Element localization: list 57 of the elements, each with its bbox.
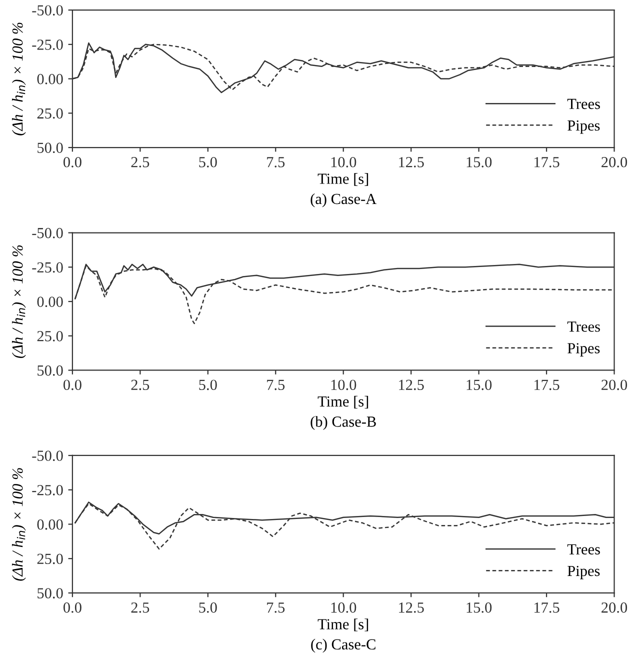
x-tick-label: 17.5 <box>534 157 560 168</box>
y-tick-label: 50.0 <box>38 142 63 154</box>
legend-label: Pipes <box>568 343 600 356</box>
y-tick-label: -50.0 <box>32 228 63 238</box>
x-tick-label: 17.5 <box>534 380 560 390</box>
legend-label: Pipes <box>568 120 600 134</box>
legend-label: Trees <box>567 544 600 555</box>
y-tick-label: -50.0 <box>32 450 63 461</box>
x-tick-label: 15.0 <box>466 380 492 390</box>
x-tick-label: 20.0 <box>602 380 628 390</box>
text: (c) Case-C <box>311 638 376 653</box>
x-tick-label: 10.0 <box>331 602 356 613</box>
x-tick-label: 5.0 <box>199 602 217 613</box>
y-tick-label: -25.0 <box>32 262 63 273</box>
y-axis-title: (Δh / h$_{in}$) × 100 % <box>12 468 26 581</box>
y-axis-title: (Δh / h$_{in}$) × 100 % <box>12 245 26 358</box>
legend-label: Trees <box>567 98 600 110</box>
x-tick-label: 12.5 <box>399 380 424 390</box>
x-tick-label: 0.0 <box>63 380 82 390</box>
x-tick-label: 15.0 <box>466 602 492 613</box>
x-tick-label: 10.0 <box>331 156 356 168</box>
legend-label: Pipes <box>568 566 600 580</box>
x-tick-label: 12.5 <box>399 602 424 613</box>
y-tick-label: 25.0 <box>37 554 63 564</box>
y-axis-title: (Δh / h$_{in}$) × 100 % <box>12 22 26 136</box>
y-tick-label: -50.0 <box>32 5 63 16</box>
y-tick-label: 0.00 <box>37 74 63 84</box>
x-tick-label: 7.5 <box>267 380 285 390</box>
x-tick-label: 0.0 <box>63 156 82 168</box>
x-tick-label: 12.5 <box>399 157 424 168</box>
y-tick-label: 0.00 <box>37 519 63 530</box>
x-tick-label: 5.0 <box>199 380 217 390</box>
x-axis-title: Time [s] <box>318 618 368 632</box>
x-tick-label: 17.5 <box>534 602 560 613</box>
x-axis-title: Time [s] <box>318 396 368 409</box>
x-tick-label: 20.0 <box>602 602 628 613</box>
x-tick-label: 2.5 <box>131 602 150 613</box>
x-tick-label: 7.5 <box>267 157 285 168</box>
y-tick-label: -25.0 <box>32 484 63 496</box>
y-tick-label: 0.00 <box>37 296 63 308</box>
x-tick-label: 15.0 <box>466 156 492 168</box>
text: (a) Case-A <box>310 193 377 208</box>
x-tick-label: 10.0 <box>331 380 356 390</box>
x-axis-title: Time [s] <box>318 173 368 186</box>
x-tick-label: 2.5 <box>131 380 150 390</box>
y-tick-label: -25.0 <box>32 40 63 50</box>
legend-label: Trees <box>567 322 600 332</box>
x-tick-label: 2.5 <box>131 157 150 168</box>
y-tick-label: 25.0 <box>37 331 63 342</box>
y-tick-label: 25.0 <box>37 108 63 119</box>
text: (b) Case-B <box>310 416 376 430</box>
x-tick-label: 0.0 <box>63 602 82 613</box>
y-tick-label: 50.0 <box>38 365 63 376</box>
x-tick-label: 7.5 <box>267 602 285 613</box>
y-tick-label: 50.0 <box>38 588 63 598</box>
x-tick-label: 5.0 <box>199 156 217 168</box>
x-tick-label: 20.0 <box>602 156 628 168</box>
